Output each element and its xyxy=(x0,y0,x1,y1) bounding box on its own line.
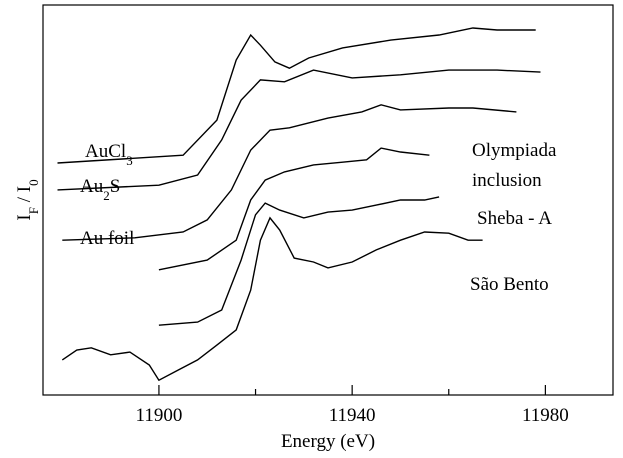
spectrum-line xyxy=(57,69,541,191)
y-axis-label: IF / I0 xyxy=(14,179,41,220)
x-tick-label: 11980 xyxy=(522,405,569,426)
spectrum-line xyxy=(57,27,536,164)
spectrum-line xyxy=(61,216,483,382)
plot-frame xyxy=(42,4,614,396)
x-tick-label: 11900 xyxy=(136,405,183,426)
spectrum-line xyxy=(158,147,430,271)
series-label: Olympiada inclusion xyxy=(472,140,561,191)
x-axis-label: Energy (eV) xyxy=(281,431,375,452)
spectrum-line xyxy=(158,196,440,326)
series-label: Sheba - A xyxy=(477,208,552,229)
x-tick-label: 11940 xyxy=(329,405,376,426)
spectrum-line xyxy=(62,104,517,241)
series-label: Au2S xyxy=(80,176,120,203)
series-label: Au foil xyxy=(80,228,134,249)
series-label: AuCl3 xyxy=(85,141,133,168)
series-label: São Bento xyxy=(470,274,549,295)
